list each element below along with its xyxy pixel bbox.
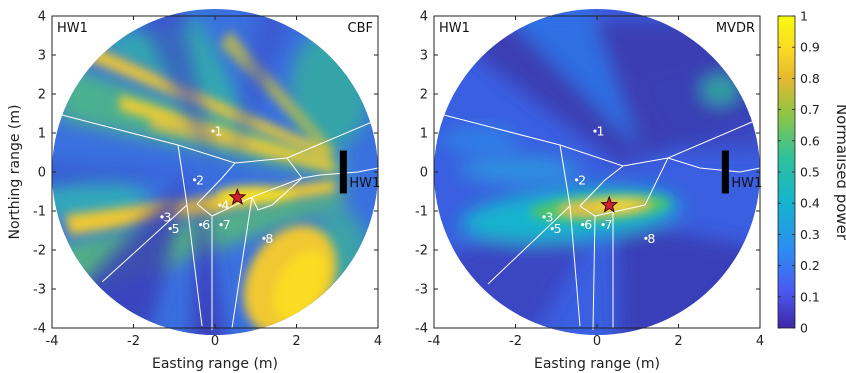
mvdr-y-tick-label: 2 xyxy=(420,88,428,103)
mvdr-x-tick-label: -2 xyxy=(509,334,522,349)
cbf-y-tick-label: -2 xyxy=(33,244,46,259)
cbf-point-label-7: 7 xyxy=(223,217,231,232)
mvdr-ticks: -4 -2 0 2 4 4 3 2 1 0 -1 -2 -3 -4 xyxy=(415,10,764,350)
mvdr-y-tick-label: 4 xyxy=(420,10,428,25)
cbf-corner-left: HW1 xyxy=(57,21,88,36)
mvdr-point-7 xyxy=(601,223,605,227)
mvdr-corner-right: MVDR xyxy=(716,21,755,36)
mvdr-boundaries xyxy=(443,114,761,331)
mvdr-y-tick-label: 3 xyxy=(420,49,428,64)
cbf-star-marker xyxy=(228,188,247,205)
mvdr-x-tick-label: -4 xyxy=(428,334,441,349)
mvdr-x-axis-label: Easting range (m) xyxy=(534,356,660,372)
cbf-y-tick-label: -1 xyxy=(33,205,46,220)
cbf-y-tick-label: -4 xyxy=(33,322,46,337)
cbf-x-tick-label: -4 xyxy=(46,334,59,349)
mvdr-heatmap xyxy=(434,9,760,335)
colorbar-tick-label: 0.9 xyxy=(800,40,820,55)
colorbar-ticks: 1 0.9 0.8 0.7 0.6 0.5 0.4 0.3 0.2 0.1 0 xyxy=(778,9,820,336)
cbf-y-axis-label: Northing range (m) xyxy=(7,105,23,240)
colorbar-tick-label: 0.3 xyxy=(800,227,820,242)
cbf-point-2 xyxy=(193,178,197,182)
colorbar-tick-label: 0.6 xyxy=(800,133,820,148)
cbf-y-tick-label: -3 xyxy=(33,283,46,298)
mvdr-y-tick-label: -2 xyxy=(415,244,428,259)
colorbar-tick-label: 0.7 xyxy=(800,102,820,117)
cbf-y-tick-label: 1 xyxy=(38,127,46,142)
mvdr-x-tick-label: 2 xyxy=(674,334,682,349)
cbf-point-8 xyxy=(262,236,266,240)
mvdr-point-8 xyxy=(644,236,648,240)
cbf-heatmap xyxy=(52,9,378,335)
mvdr-point-label-3: 3 xyxy=(546,209,554,224)
cbf-point-label-5: 5 xyxy=(172,221,180,236)
mvdr-point-5 xyxy=(550,226,554,231)
cbf-x-tick-label: 2 xyxy=(292,334,300,349)
colorbar-label: Normalised power xyxy=(833,104,846,241)
cbf-corner-right: CBF xyxy=(348,21,373,36)
cbf-point-label-6: 6 xyxy=(202,217,210,232)
mvdr-point-2 xyxy=(575,178,579,182)
mvdr-y-tick-label: -1 xyxy=(415,205,428,220)
cbf-x-tick-label: 4 xyxy=(374,334,382,349)
colorbar-tick-label: 0 xyxy=(800,321,808,336)
cbf-point-label-3: 3 xyxy=(164,209,172,224)
cbf-x-tick-label: -2 xyxy=(127,334,140,349)
mvdr-point-label-2: 2 xyxy=(578,172,586,187)
colorbar: 1 0.9 0.8 0.7 0.6 0.5 0.4 0.3 0.2 0.1 0 Normalised… xyxy=(777,9,846,336)
cbf-points: 1 2 3 4 5 6 7 8 xyxy=(160,124,273,246)
cbf-point-label-4: 4 xyxy=(221,198,229,213)
mvdr-source-label: HW1 xyxy=(731,176,762,191)
cbf-boundaries xyxy=(61,114,379,330)
cbf-point-label-1: 1 xyxy=(214,124,222,139)
cbf-point-1 xyxy=(211,129,215,133)
mvdr-point-label-5: 5 xyxy=(554,221,562,236)
mvdr-point-6 xyxy=(581,223,585,227)
cbf-point-6 xyxy=(199,223,203,227)
colorbar-tick-label: 0.4 xyxy=(800,196,820,211)
cbf-y-tick-label: 4 xyxy=(38,10,46,25)
cbf-point-5 xyxy=(168,226,172,231)
mvdr-x-tick-label: 0 xyxy=(593,334,601,349)
cbf-y-tick-label: 3 xyxy=(38,49,46,64)
cbf-point-7 xyxy=(219,223,223,227)
mvdr-corner-left: HW1 xyxy=(439,21,470,36)
cbf-ticks: -4 -2 0 2 4 4 3 2 1 0 -1 -2 -3 -4 xyxy=(33,10,382,350)
cbf-x-axis-label: Easting range (m) xyxy=(152,356,278,372)
cbf-point-3 xyxy=(160,215,164,219)
colorbar-tick-label: 0.2 xyxy=(800,258,820,273)
mvdr-y-tick-label: 0 xyxy=(420,166,428,181)
mvdr-y-tick-label: 1 xyxy=(420,127,428,142)
mvdr-source-bar xyxy=(721,150,729,194)
cbf-source-label: HW1 xyxy=(349,176,380,191)
mvdr-y-tick-label: -4 xyxy=(415,322,428,337)
mvdr-points: 1 2 35 6 7 8 xyxy=(542,124,655,246)
mvdr-x-tick-label: 4 xyxy=(756,334,764,349)
cbf-point-label-8: 8 xyxy=(265,231,273,246)
cbf-y-tick-label: 0 xyxy=(38,166,46,181)
mvdr-y-tick-label: -3 xyxy=(415,283,428,298)
cbf-source-bar xyxy=(339,150,347,194)
cbf-y-tick-label: 2 xyxy=(38,88,46,103)
mvdr-point-3 xyxy=(542,215,546,219)
mvdr-point-1 xyxy=(593,129,597,133)
colorbar-tick-label: 1 xyxy=(800,9,808,24)
colorbar-tick-label: 0.1 xyxy=(800,289,820,304)
colorbar-tick-label: 0.8 xyxy=(800,71,820,86)
cbf-point-label-2: 2 xyxy=(196,172,204,187)
mvdr-point-label-8: 8 xyxy=(647,231,655,246)
mvdr-point-label-6: 6 xyxy=(584,217,592,232)
cbf-point-4 xyxy=(218,203,222,207)
cbf-panel: -4 -2 0 2 4 4 3 2 1 0 -1 -2 -3 -4 HW1 1 2 3 4 5 6 7 8 HW1 CB… xyxy=(7,9,382,372)
mvdr-point-label-1: 1 xyxy=(596,124,604,139)
mvdr-point-label-7: 7 xyxy=(605,217,613,232)
mvdr-star-marker xyxy=(600,195,619,213)
cbf-x-tick-label: 0 xyxy=(211,334,219,349)
colorbar-tick-label: 0.5 xyxy=(800,165,820,180)
